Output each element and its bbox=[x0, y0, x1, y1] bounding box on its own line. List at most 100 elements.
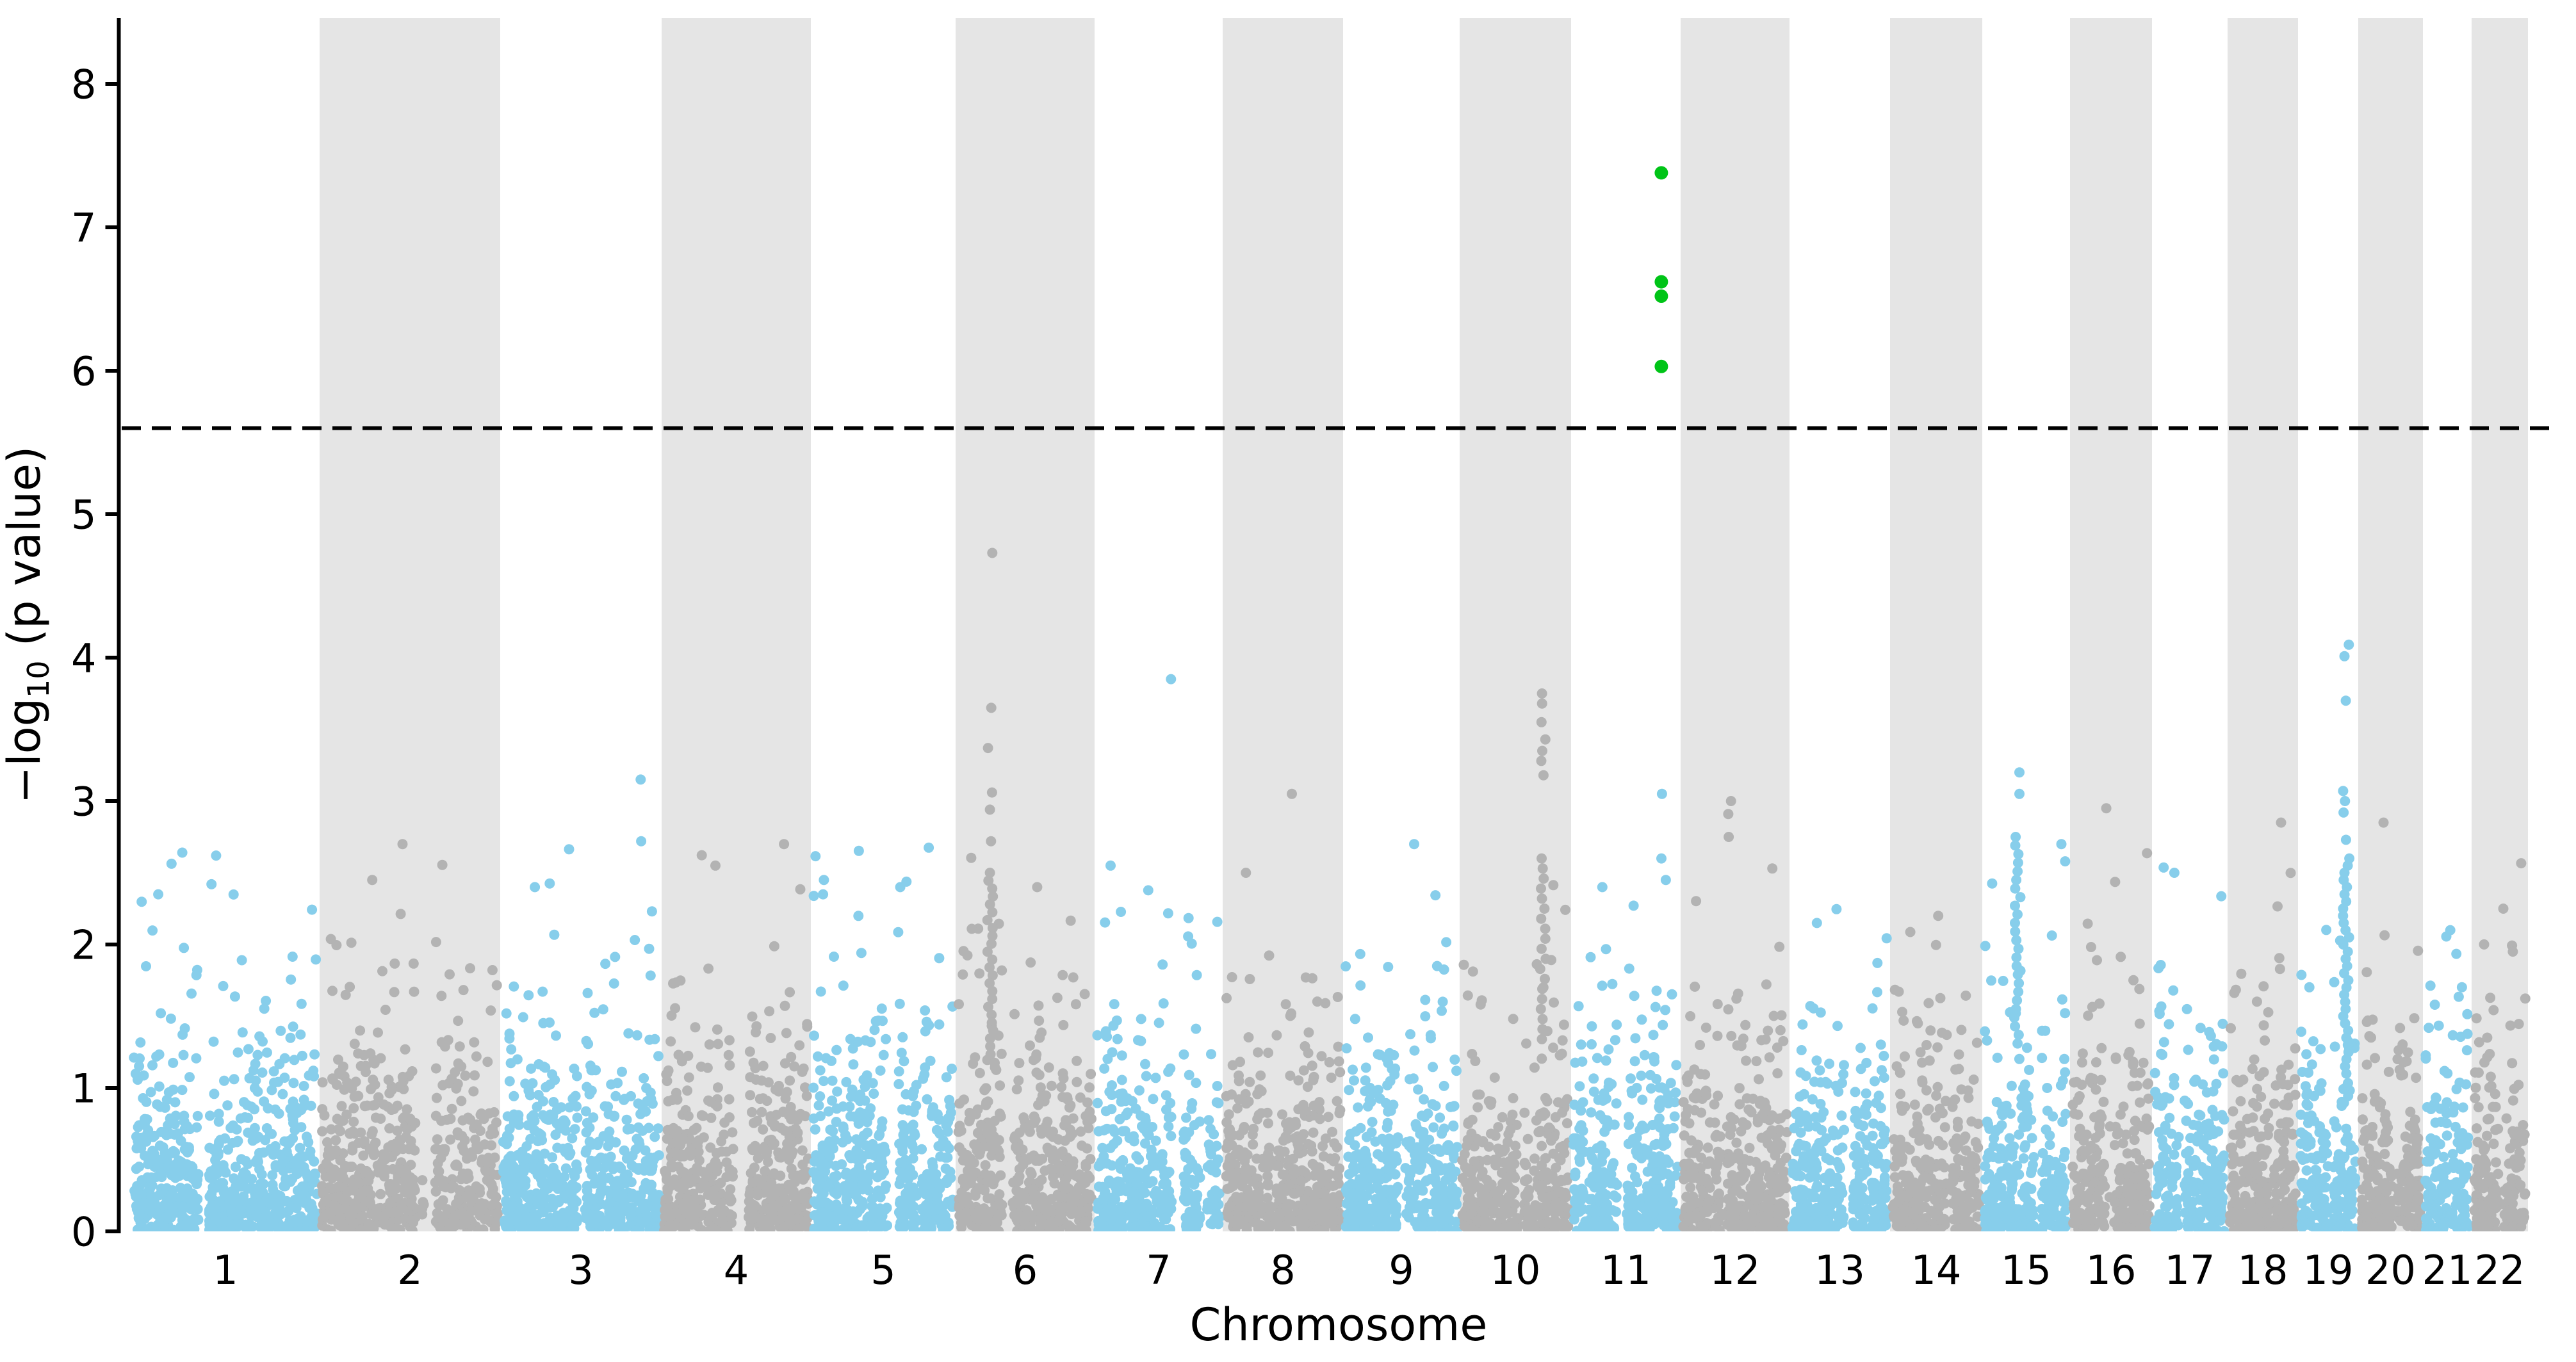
scatter-point bbox=[547, 1152, 558, 1163]
scatter-point bbox=[489, 1191, 500, 1201]
scatter-point bbox=[961, 1192, 972, 1203]
scatter-point bbox=[1302, 1204, 1313, 1215]
scatter-point bbox=[303, 1137, 314, 1147]
scatter-point bbox=[500, 1158, 511, 1169]
scatter-point bbox=[1430, 1187, 1440, 1198]
scatter-point bbox=[1238, 1124, 1249, 1135]
scatter-point bbox=[1247, 1205, 1258, 1216]
scatter-point bbox=[559, 1171, 570, 1182]
scatter-point bbox=[469, 1070, 480, 1081]
scatter-point bbox=[1033, 1099, 1043, 1110]
scatter-point bbox=[786, 1114, 797, 1124]
scatter-point bbox=[808, 1113, 819, 1124]
scatter-point bbox=[797, 1145, 808, 1156]
scatter-point bbox=[589, 1007, 600, 1018]
scatter-point bbox=[639, 1183, 649, 1194]
scatter-point bbox=[463, 1150, 474, 1161]
scatter-point bbox=[879, 1142, 890, 1152]
scatter-point bbox=[528, 1110, 539, 1121]
scatter-point bbox=[644, 943, 655, 954]
scatter-point bbox=[456, 1096, 467, 1107]
scatter-point bbox=[186, 1197, 197, 1208]
scatter-point bbox=[1316, 1225, 1326, 1231]
scatter-point bbox=[1057, 1164, 1068, 1175]
scatter-point bbox=[560, 1163, 571, 1174]
scatter-point bbox=[848, 1059, 859, 1070]
scatter-point bbox=[1360, 1150, 1371, 1161]
scatter-point bbox=[1308, 1100, 1319, 1111]
scatter-point bbox=[727, 1166, 738, 1177]
scatter-point bbox=[370, 1112, 381, 1123]
scatter-point bbox=[908, 1085, 919, 1096]
scatter-point bbox=[1190, 1199, 1201, 1210]
scatter-point bbox=[769, 941, 779, 952]
scatter-point bbox=[1521, 1038, 1531, 1049]
scatter-point bbox=[1449, 1054, 1460, 1065]
scatter-point bbox=[209, 1089, 220, 1099]
scatter-point bbox=[645, 970, 656, 981]
scatter-point bbox=[678, 1224, 689, 1231]
scatter-point bbox=[1274, 1145, 1285, 1156]
scatter-point bbox=[1081, 1174, 1092, 1185]
scatter-point bbox=[1181, 1172, 1192, 1183]
scatter-point bbox=[218, 1184, 229, 1195]
scatter-point bbox=[1405, 1074, 1415, 1085]
scatter-point bbox=[1191, 1078, 1202, 1089]
scatter-point bbox=[996, 1048, 1007, 1059]
scatter-point bbox=[705, 1162, 716, 1173]
scatter-point bbox=[353, 1048, 364, 1059]
scatter-point bbox=[808, 891, 819, 902]
scatter-point bbox=[676, 1056, 687, 1067]
scatter-point bbox=[1416, 1156, 1427, 1167]
scatter-point bbox=[503, 1171, 514, 1181]
scatter-point bbox=[653, 1150, 664, 1161]
scatter-point bbox=[1141, 1071, 1152, 1082]
scatter-point bbox=[1451, 1199, 1462, 1210]
scatter-point bbox=[295, 1029, 306, 1040]
scatter-point bbox=[659, 1225, 670, 1231]
scatter-point bbox=[764, 1006, 775, 1017]
scatter-point bbox=[1100, 917, 1111, 928]
scatter-point bbox=[261, 996, 272, 1006]
scatter-point bbox=[815, 1091, 826, 1102]
scatter-point bbox=[927, 1169, 938, 1180]
scatter-point bbox=[1355, 1191, 1365, 1202]
scatter-point bbox=[592, 1155, 603, 1166]
scatter-point bbox=[525, 1090, 535, 1101]
scatter-point bbox=[610, 952, 621, 962]
scatter-point bbox=[1497, 1112, 1508, 1123]
scatter-point bbox=[478, 1114, 489, 1124]
scatter-point bbox=[875, 1192, 886, 1203]
scatter-point bbox=[537, 986, 548, 997]
scatter-point bbox=[251, 1210, 261, 1220]
scatter-point bbox=[533, 1163, 544, 1174]
scatter-point bbox=[1364, 1203, 1375, 1214]
scatter-point bbox=[1470, 1056, 1481, 1066]
scatter-point bbox=[1508, 1093, 1519, 1103]
scatter-point bbox=[1345, 1128, 1356, 1139]
scatter-point bbox=[402, 1124, 412, 1135]
scatter-point bbox=[516, 1177, 527, 1188]
scatter-point bbox=[580, 1213, 591, 1224]
scatter-point bbox=[1349, 1014, 1360, 1025]
scatter-point bbox=[852, 1225, 863, 1231]
scatter-point bbox=[1307, 1060, 1317, 1071]
scatter-point bbox=[705, 1096, 716, 1107]
scatter-point bbox=[1147, 1176, 1158, 1187]
scatter-point bbox=[1326, 1073, 1337, 1083]
scatter-point bbox=[434, 1166, 444, 1177]
scatter-point bbox=[222, 1100, 233, 1111]
scatter-point bbox=[1059, 1201, 1069, 1212]
scatter-point bbox=[1554, 1050, 1565, 1061]
scatter-point bbox=[621, 1153, 632, 1164]
scatter-point bbox=[204, 1219, 215, 1230]
scatter-point bbox=[1363, 1032, 1373, 1043]
scatter-point bbox=[747, 1143, 758, 1154]
scatter-point bbox=[270, 1162, 281, 1172]
scatter-point bbox=[393, 1206, 404, 1217]
scatter-point bbox=[1508, 1014, 1519, 1025]
scatter-point bbox=[179, 1220, 190, 1231]
scatter-point bbox=[474, 1183, 485, 1194]
scatter-point bbox=[1409, 1045, 1420, 1056]
scatter-point bbox=[588, 1112, 599, 1123]
